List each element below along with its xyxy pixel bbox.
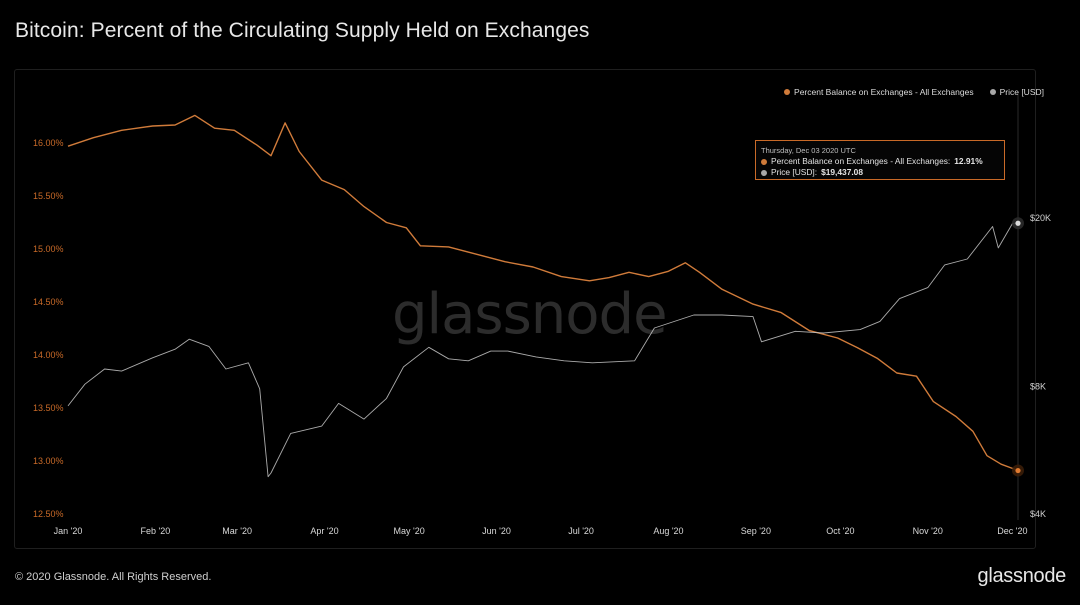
chart-legend: Percent Balance on Exchanges - All Excha… [784,87,1044,97]
y-left-tick-label: 14.00% [33,350,64,360]
tooltip-price-label: Price [USD]: [771,167,818,177]
y-left-tick-label: 15.00% [33,244,64,254]
chart-panel [14,69,1036,549]
y-left-tick-label: 15.50% [33,191,64,201]
x-tick-label: Sep '20 [741,526,771,536]
y-left-tick-label: 12.50% [33,509,64,519]
x-tick-label: May '20 [393,526,424,536]
x-tick-label: Mar '20 [222,526,252,536]
price-dot-icon [989,89,996,95]
balance-dot-icon [784,89,791,95]
chart-title: Bitcoin: Percent of the Circulating Supp… [15,19,590,42]
tooltip-price-row: Price [USD]: $19,437.08 [761,167,999,178]
legend-item-balance[interactable]: Percent Balance on Exchanges - All Excha… [784,87,974,97]
x-tick-label: Jul '20 [568,526,594,536]
x-tick-label: Nov '20 [913,526,943,536]
balance-series-line [67,114,1019,472]
y-left-tick-label: 13.50% [33,403,64,413]
price-series-line [67,222,1019,478]
glassnode-logo[interactable]: glassnode [977,565,1067,587]
x-tick-label: Jun '20 [482,526,511,536]
tooltip-balance-row: Percent Balance on Exchanges - All Excha… [761,156,999,167]
y-right-tick-label: $8K [1030,382,1046,392]
tooltip-balance-label: Percent Balance on Exchanges - All Excha… [771,156,951,166]
legend-item-price[interactable]: Price [USD] [989,87,1044,97]
chart-tooltip: Thursday, Dec 03 2020 UTC Percent Balanc… [755,140,1005,180]
price-marker [1015,220,1021,226]
balance-dot-icon [761,158,767,165]
y-left-tick-label: 13.00% [33,456,64,466]
x-tick-label: Dec '20 [997,526,1027,536]
x-tick-label: Jan '20 [54,526,83,536]
y-left-tick-label: 14.50% [33,297,64,307]
legend-balance-label: Percent Balance on Exchanges - All Excha… [794,87,974,97]
watermark: glassnode [392,282,668,347]
balance-marker [1015,467,1021,474]
x-tick-label: Aug '20 [653,526,683,536]
legend-price-label: Price [USD] [999,87,1044,97]
y-right-tick-label: $4K [1030,509,1046,519]
tooltip-price-value: $19,437.08 [821,167,863,177]
price-dot-icon [761,169,767,176]
y-right-tick-label: $20K [1030,213,1051,223]
x-tick-label: Feb '20 [141,526,171,536]
tooltip-balance-value: 12.91% [954,156,983,166]
y-left-tick-label: 16.00% [33,138,64,148]
x-tick-label: Oct '20 [826,526,854,536]
tooltip-date: Thursday, Dec 03 2020 UTC [761,146,856,155]
copyright-text: © 2020 Glassnode. All Rights Reserved. [15,571,212,583]
x-tick-label: Apr '20 [310,526,338,536]
